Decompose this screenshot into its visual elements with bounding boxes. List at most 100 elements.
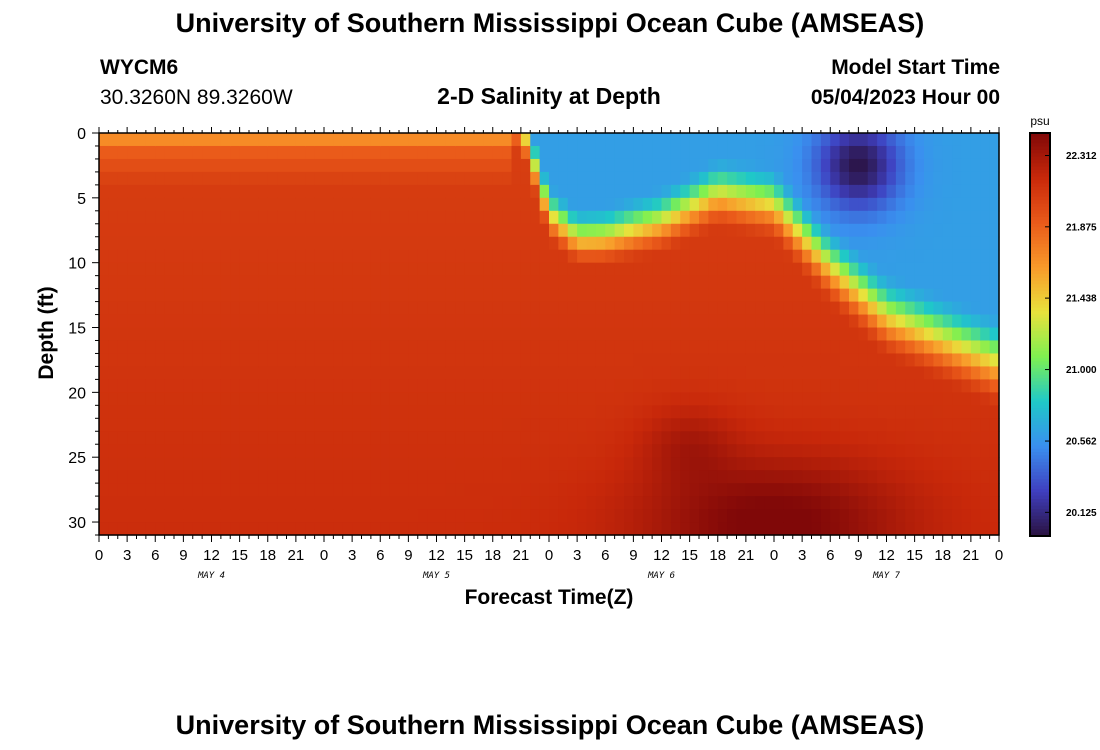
heatmap-cell xyxy=(689,444,700,458)
heatmap-cell xyxy=(905,509,916,523)
heatmap-cell xyxy=(820,236,831,251)
heatmap-cell xyxy=(961,457,972,471)
colorbar-tick-label: 22.312 xyxy=(1066,151,1097,162)
heatmap-cell xyxy=(783,379,794,393)
heatmap-cell xyxy=(427,340,438,355)
heatmap-cell xyxy=(914,288,925,303)
heatmap-cell xyxy=(839,366,850,380)
heatmap-cell xyxy=(783,301,794,316)
heatmap-cell xyxy=(99,418,109,432)
heatmap-cell xyxy=(520,522,531,536)
heatmap-cell xyxy=(764,444,775,458)
heatmap-cell xyxy=(661,249,672,264)
heatmap-cell xyxy=(174,236,184,251)
heatmap-cell xyxy=(511,509,522,523)
heatmap-cell xyxy=(220,210,231,225)
heatmap-cell xyxy=(277,301,288,316)
heatmap-cell xyxy=(333,314,344,329)
heatmap-cell xyxy=(530,184,541,199)
heatmap-cell xyxy=(136,184,147,199)
heatmap-cell xyxy=(286,184,297,199)
heatmap-cell xyxy=(764,431,775,445)
heatmap-cell xyxy=(370,392,381,406)
heatmap-cell xyxy=(792,197,803,212)
heatmap-cell xyxy=(924,379,934,393)
heatmap-cell xyxy=(155,418,166,432)
heatmap-cell xyxy=(286,275,297,290)
heatmap-cell xyxy=(408,288,419,303)
heatmap-cell xyxy=(914,301,925,316)
heatmap-cell xyxy=(127,509,138,523)
heatmap-cell xyxy=(736,275,747,290)
heatmap-cell xyxy=(680,470,691,484)
heatmap-cell xyxy=(455,133,466,147)
heatmap-cell xyxy=(811,314,822,329)
heatmap-cell xyxy=(764,133,775,147)
heatmap-cell xyxy=(624,522,634,536)
heatmap-cell xyxy=(333,158,344,173)
heatmap-cell xyxy=(333,171,344,186)
heatmap-cell xyxy=(661,366,672,380)
heatmap-cell xyxy=(239,457,250,471)
heatmap-cell xyxy=(717,184,728,199)
heatmap-cell xyxy=(370,314,381,329)
heatmap-cell xyxy=(830,184,841,199)
heatmap-cell xyxy=(549,366,559,380)
heatmap-cell xyxy=(520,249,531,264)
heatmap-cell xyxy=(183,522,194,536)
heatmap-cell xyxy=(633,158,644,173)
heatmap-cell xyxy=(774,496,784,510)
heatmap-cell xyxy=(652,145,663,160)
heatmap-cell xyxy=(642,470,653,484)
heatmap-cell xyxy=(820,522,831,536)
heatmap-cell xyxy=(145,288,156,303)
heatmap-cell xyxy=(370,262,381,277)
colorbar-swatch xyxy=(1030,401,1050,406)
heatmap-cell xyxy=(361,236,372,251)
heatmap-cell xyxy=(680,457,691,471)
heatmap-cell xyxy=(136,418,147,432)
heatmap-cell xyxy=(239,392,250,406)
heatmap-cell xyxy=(924,171,934,186)
heatmap-cell xyxy=(820,301,831,316)
heatmap-cell xyxy=(961,431,972,445)
heatmap-cell xyxy=(314,262,325,277)
heatmap-cell xyxy=(727,145,738,160)
heatmap-cell xyxy=(849,171,859,186)
heatmap-cell xyxy=(933,405,944,419)
heatmap-cell xyxy=(183,431,194,445)
heatmap-cell xyxy=(286,431,297,445)
y-axis-label: Depth (ft) xyxy=(35,286,58,379)
heatmap-cell xyxy=(633,418,644,432)
heatmap-cell xyxy=(980,418,991,432)
heatmap-cell xyxy=(830,236,841,251)
heatmap-cell xyxy=(117,223,128,238)
heatmap-cell xyxy=(905,483,916,497)
heatmap-cell xyxy=(867,496,878,510)
heatmap-cell xyxy=(389,171,400,186)
heatmap-cell xyxy=(577,314,588,329)
heatmap-cell xyxy=(736,314,747,329)
heatmap-cell xyxy=(408,496,419,510)
heatmap-cell xyxy=(314,418,325,432)
heatmap-cell xyxy=(699,145,709,160)
heatmap-cell xyxy=(567,197,578,212)
heatmap-cell xyxy=(745,210,756,225)
heatmap-cell xyxy=(689,483,700,497)
heatmap-cell xyxy=(520,197,531,212)
heatmap-cell xyxy=(764,340,775,355)
heatmap-cell xyxy=(614,418,625,432)
heatmap-cell xyxy=(333,392,344,406)
heatmap-cell xyxy=(661,418,672,432)
heatmap-cell xyxy=(324,509,334,523)
heatmap-cell xyxy=(342,522,353,536)
heatmap-cell xyxy=(174,522,184,536)
heatmap-cell xyxy=(567,158,578,173)
heatmap-cell xyxy=(755,158,766,173)
heatmap-cell xyxy=(324,184,334,199)
heatmap-cell xyxy=(380,522,391,536)
heatmap-cell xyxy=(895,210,906,225)
heatmap-cell xyxy=(633,457,644,471)
colorbar-swatch xyxy=(1030,196,1050,201)
heatmap-cell xyxy=(164,509,175,523)
